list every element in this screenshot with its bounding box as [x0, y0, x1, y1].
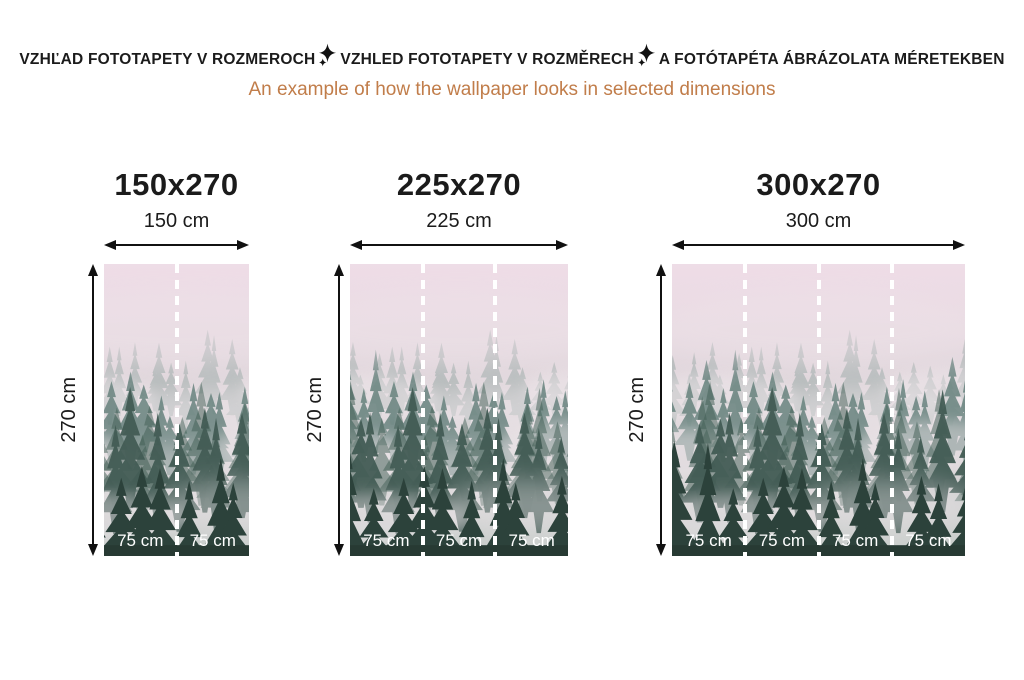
width-dimension-label: 225 cm: [426, 210, 492, 232]
sparkle-icon: [319, 43, 337, 67]
sparkle-icon: [637, 43, 655, 67]
arrow-shaft: [92, 276, 94, 544]
strip-divider: [743, 264, 748, 556]
arrow-shaft: [362, 244, 556, 246]
arrowhead-right: [556, 240, 568, 250]
width-arrow: [672, 238, 965, 252]
size-panel-300x270: 300x270 300 cm 270 cm 75 cm 75 cm 75 cm …: [624, 166, 965, 556]
strip-labels: 75 cm 75 cm 75 cm: [350, 531, 568, 551]
width-dimension-label: 300 cm: [785, 210, 852, 232]
arrow-shaft: [116, 244, 237, 246]
foggy-forest-photo: [350, 264, 568, 556]
arrowhead-right: [237, 240, 249, 250]
multilingual-title: VZHĽAD FOTOTAPETY V ROZMEROCH VZHLED FOT…: [0, 43, 1024, 72]
panel-title: 300x270: [756, 167, 881, 202]
strip-width-label: 75 cm: [758, 531, 806, 550]
strip-width-label: 75 cm: [117, 531, 164, 550]
width-arrow: [350, 238, 568, 252]
height-dimension-label: 270 cm: [303, 377, 326, 443]
strip-labels: 75 cm 75 cm 75 cm 75 cm: [672, 531, 965, 551]
strip-width-label: 75 cm: [508, 531, 555, 550]
arrow-shaft: [660, 276, 662, 544]
arrowhead-left: [350, 240, 362, 250]
strip-width-label: 75 cm: [363, 531, 410, 550]
height-dimension-label: 270 cm: [57, 377, 80, 443]
arrowhead-down: [656, 544, 666, 556]
arrowhead-left: [672, 240, 684, 250]
header: VZHĽAD FOTOTAPETY V ROZMEROCH VZHLED FOT…: [0, 43, 1024, 101]
strip-divider: [174, 264, 179, 556]
arrowhead-left: [104, 240, 116, 250]
arrowhead-up: [88, 264, 98, 276]
panel-title: 150x270: [114, 167, 239, 202]
title-hungarian: A FOTÓTAPÉTA ÁBRÁZOLATA MÉRETEKBEN: [658, 51, 1005, 68]
subtitle: An example of how the wallpaper looks in…: [248, 79, 776, 100]
height-arrow: [654, 264, 668, 556]
arrow-shaft: [684, 244, 953, 246]
height-dimension-label: 270 cm: [625, 377, 648, 443]
strip-width-label: 75 cm: [685, 531, 732, 550]
strip-divider: [816, 264, 821, 556]
strip-divider: [493, 264, 498, 556]
panel-title: 225x270: [396, 167, 522, 202]
strip-width-label: 75 cm: [189, 531, 236, 550]
arrowhead-up: [656, 264, 666, 276]
wallpaper-preview-image: 75 cm 75 cm: [104, 264, 249, 556]
height-arrow: [86, 264, 100, 556]
arrow-shaft: [338, 276, 340, 544]
strip-divider: [889, 264, 894, 556]
strip-width-label: 75 cm: [905, 531, 952, 550]
title-slovak: VZHĽAD FOTOTAPETY V ROZMEROCH: [19, 51, 316, 68]
strip-width-label: 75 cm: [831, 531, 879, 550]
title-czech: VZHLED FOTOTAPETY V ROZMĚRECH: [340, 51, 634, 68]
arrowhead-down: [88, 544, 98, 556]
size-panel-225x270: 225x270 225 cm 270 cm 75 cm 75 cm 75 cm: [302, 166, 568, 556]
width-dimension-label: 150 cm: [143, 210, 210, 232]
size-panel-150x270: 150x270 150 cm 270 cm 75 cm 75 cm: [56, 166, 249, 556]
arrowhead-right: [953, 240, 965, 250]
strip-divider: [420, 264, 425, 556]
arrowhead-up: [334, 264, 344, 276]
wallpaper-preview-image: 75 cm 75 cm 75 cm 75 cm: [672, 264, 965, 556]
wallpaper-preview-image: 75 cm 75 cm 75 cm: [350, 264, 568, 556]
strip-width-label: 75 cm: [435, 531, 483, 550]
width-arrow: [104, 238, 249, 252]
arrowhead-down: [334, 544, 344, 556]
height-arrow: [332, 264, 346, 556]
strip-labels: 75 cm 75 cm: [104, 531, 249, 551]
